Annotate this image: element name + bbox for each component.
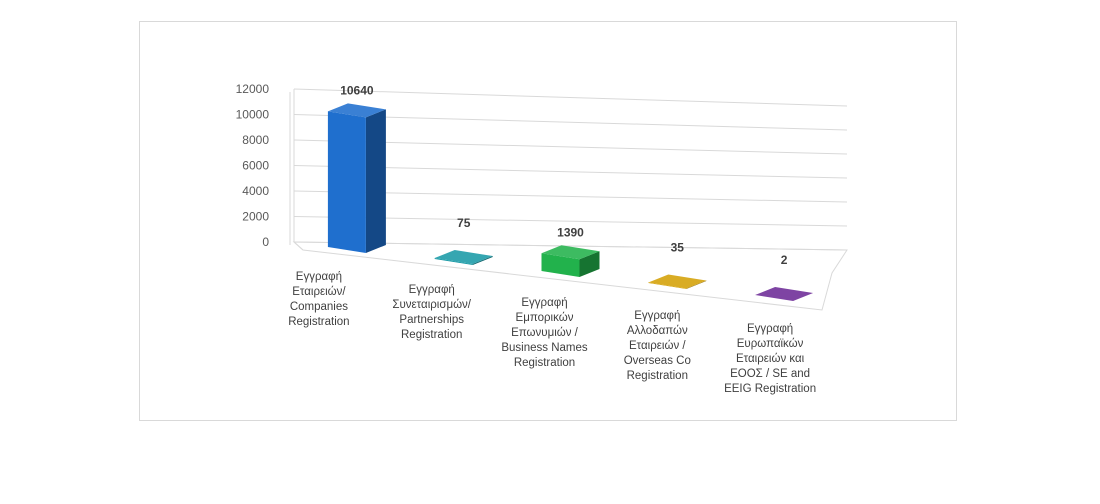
category-label: Εγγραφή Εμπορικών Επωνυμιών / Business Name… — [501, 297, 588, 369]
bar-front-face — [541, 253, 580, 277]
gridlines — [293, 88, 848, 251]
bar-side-face — [579, 251, 600, 277]
bar-4 — [755, 286, 814, 301]
bar-1 — [434, 250, 493, 265]
data-label: 10640 — [340, 83, 374, 97]
bar-side-face — [472, 256, 493, 265]
data-label: 75 — [457, 216, 471, 230]
category-label: Εγγραφή Συνεταιρισμών/Partnerships Registr… — [392, 284, 471, 341]
bar-side-face — [793, 292, 814, 301]
y-tick-label: 8000 — [242, 133, 269, 147]
category-label: Εγγραφή Εταιρειών/Companies Registration — [288, 271, 349, 328]
data-label: 2 — [781, 253, 788, 267]
bar-side-face — [365, 109, 386, 253]
bar-top-face — [541, 245, 600, 260]
y-axis-tick-labels: 0 2000 4000 6000 8000 10000 12000 — [236, 82, 270, 249]
y-tick-label: 12000 — [236, 82, 270, 96]
gridline — [293, 216, 848, 227]
bar-top-face — [434, 250, 493, 265]
bar-0 — [327, 103, 386, 253]
floor-left-edge — [293, 241, 304, 251]
bar-top-face — [755, 286, 814, 301]
y-tick-label: 2000 — [242, 210, 269, 224]
bar-front-face — [755, 294, 794, 301]
data-label: 1390 — [557, 225, 584, 239]
category-label: Εγγραφή Ευρωπαϊκών Εταιρειών και ΕΟΟΣ / SE … — [724, 323, 816, 395]
gridline — [293, 165, 848, 179]
gridline — [293, 114, 848, 131]
bar-2 — [541, 245, 600, 277]
bars — [327, 103, 814, 301]
category-label: Εγγραφή Αλλοδαπών Εταιρειών / Overseas Co Re… — [624, 310, 691, 382]
bar-top-face — [327, 103, 386, 118]
bar-front-face — [434, 258, 473, 265]
bar-chart-3d: 0 2000 4000 6000 8000 10000 12000 10640 75 1390 3… — [236, 82, 848, 395]
category-labels: Εγγραφή Εταιρειών/Companies Registration Εγ… — [288, 271, 816, 395]
data-labels: 10640 75 1390 35 2 — [340, 83, 788, 267]
gridline — [293, 190, 848, 203]
chart-frame: 0 2000 4000 6000 8000 10000 12000 10640 75 1390 3… — [139, 21, 957, 421]
bar-front-face — [327, 111, 366, 253]
bar-side-face — [686, 280, 707, 289]
y-tick-label: 10000 — [236, 108, 270, 122]
bar-3 — [648, 274, 707, 289]
axes — [289, 89, 848, 311]
y-tick-label: 6000 — [242, 159, 269, 173]
y-tick-label: 0 — [262, 235, 269, 249]
bar-front-face — [648, 282, 687, 289]
y-tick-label: 4000 — [242, 184, 269, 198]
gridline — [293, 88, 848, 107]
data-label: 35 — [671, 241, 685, 255]
gridline — [293, 139, 848, 155]
bar-top-face — [648, 274, 707, 289]
